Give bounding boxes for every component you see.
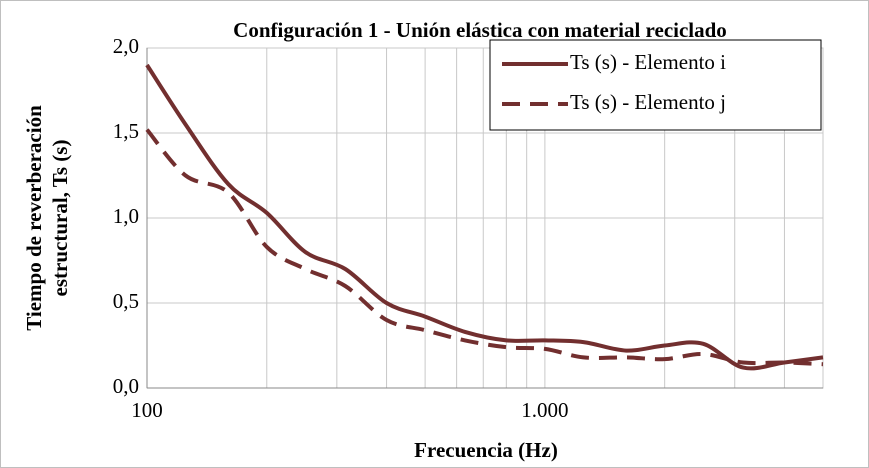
x-tick-label: 1.000 — [521, 398, 568, 422]
x-tick-label: 100 — [131, 398, 163, 422]
legend-label: Ts (s) - Elemento i — [570, 50, 726, 74]
y-tick-label: 0,5 — [113, 289, 139, 313]
legend-box — [489, 39, 822, 131]
x-axis-label: Frecuencia (Hz) — [414, 438, 558, 462]
y-tick-label: 1,0 — [113, 204, 139, 228]
series-line — [145, 63, 824, 371]
legend-label: Ts (s) - Elemento j — [570, 90, 726, 114]
y-tick-label: 2,0 — [113, 34, 139, 58]
y-axis-label-line: estructural, Ts (s) — [48, 140, 72, 297]
y-tick-label: 1,5 — [113, 119, 139, 143]
y-tick-label: 0,0 — [113, 374, 139, 398]
chart-title: Configuración 1 - Unión elástica con mat… — [233, 18, 727, 42]
y-axis-label-line: Tiempo de reverberación — [22, 105, 46, 331]
y-axis-label: Tiempo de reverberación estructural, Ts … — [22, 105, 72, 331]
legend: Ts (s) - Elemento i Ts (s) - Elemento j — [489, 39, 822, 131]
